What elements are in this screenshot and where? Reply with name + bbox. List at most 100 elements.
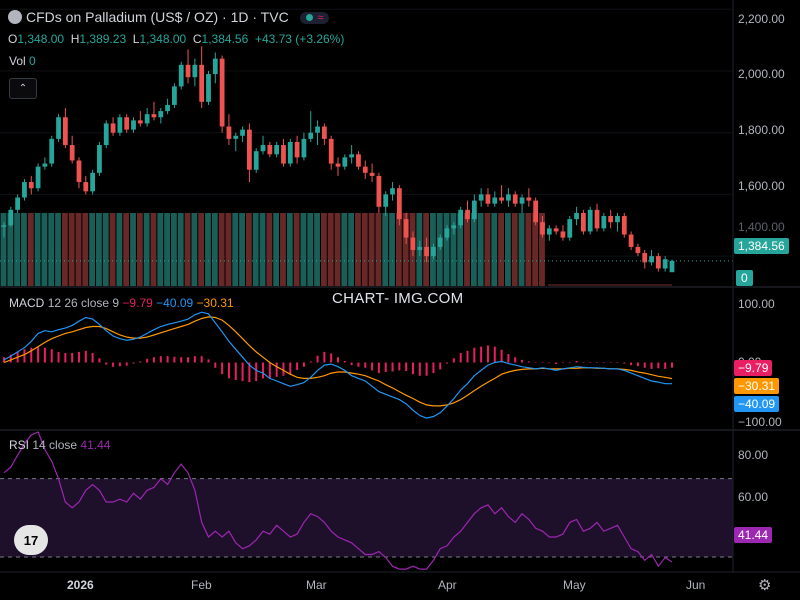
macd-line-value: −40.09 <box>156 296 194 310</box>
candle <box>97 141 102 176</box>
candle <box>458 206 464 229</box>
macd-hist-bar <box>391 362 394 372</box>
macd-hist-bar <box>227 362 230 379</box>
volume-legend: Vol 0 <box>9 54 36 68</box>
candle <box>567 216 573 241</box>
price-tick-1400: 1,400.00 <box>738 220 785 234</box>
candle <box>281 138 286 167</box>
volume-bar <box>198 213 205 286</box>
macd-hist-badge: −9.79 <box>734 360 773 376</box>
macd-hist-bar <box>439 362 442 370</box>
high-label: H <box>70 32 80 46</box>
macd-hist-bar <box>602 362 605 363</box>
volume-bar <box>0 213 7 286</box>
candle-body <box>662 259 668 269</box>
candle-body <box>376 175 382 207</box>
candle <box>417 240 423 257</box>
candle <box>62 108 68 149</box>
macd-hist-bar <box>514 357 517 363</box>
candle <box>1 222 7 238</box>
candle-body <box>97 145 102 173</box>
macd-label: MACD <box>9 296 45 310</box>
volume-bar <box>539 213 545 286</box>
candle <box>49 135 55 167</box>
volume-bar <box>211 213 218 286</box>
candle-body <box>294 141 300 158</box>
settings-gear-icon[interactable]: ⚙ <box>758 577 772 594</box>
macd-hist-bar <box>446 362 449 364</box>
candle-body <box>240 129 245 136</box>
candle-body <box>649 256 654 263</box>
macd-hist-bar <box>9 354 12 363</box>
macd-hist-bar <box>275 362 278 377</box>
macd-hist-bar <box>405 362 408 371</box>
collapse-legend-button[interactable]: ⌃ <box>9 78 37 99</box>
candle <box>308 111 314 142</box>
candle <box>165 98 170 115</box>
candle-body <box>621 216 627 235</box>
volume-bar <box>532 213 539 286</box>
macd-hist-bar <box>671 362 673 368</box>
symbol-title[interactable]: CFDs on Palladium (US$ / OZ) · 1D · TVC <box>26 9 289 25</box>
candle-body <box>90 172 95 192</box>
macd-hist-bar <box>452 358 455 363</box>
tradingview-logo[interactable]: 17 <box>14 525 48 555</box>
candle-body <box>478 194 484 201</box>
volume-bar <box>157 213 164 286</box>
macd-params: 12 26 close 9 <box>47 296 120 310</box>
candle-body <box>458 209 464 226</box>
candle-body <box>226 126 232 139</box>
candle <box>192 58 198 87</box>
candle-body <box>383 194 389 207</box>
macd-hist-bar <box>466 350 469 363</box>
volume-bar <box>136 213 143 286</box>
volume-bar <box>27 213 34 286</box>
watermark: CHART- IMG.COM <box>332 290 464 307</box>
volume-bar <box>171 213 177 286</box>
macd-hist-bar <box>357 362 360 367</box>
macd-hist-bar <box>364 362 367 368</box>
candle-body <box>260 145 266 152</box>
candle-body <box>301 138 307 158</box>
candle <box>396 185 402 226</box>
volume-bar <box>61 213 68 286</box>
macd-hist-bar <box>507 354 510 363</box>
candle <box>574 206 579 226</box>
candle <box>635 243 641 257</box>
candle-body <box>110 123 116 133</box>
volume-bar <box>518 213 525 286</box>
candle <box>662 256 668 272</box>
close-value: 1,384.56 <box>201 32 249 46</box>
candle-body <box>437 237 443 247</box>
rsi-badge: 41.44 <box>734 527 773 543</box>
volume-bar <box>116 213 123 286</box>
volume-bar <box>484 213 491 286</box>
candle <box>124 114 130 133</box>
volume-label: Vol <box>9 54 26 68</box>
macd-hist-bar <box>521 359 524 363</box>
candle <box>390 182 395 201</box>
open-value: 1,348.00 <box>17 32 65 46</box>
candle-body <box>315 126 320 133</box>
candle-body <box>35 166 41 189</box>
volume-bar <box>7 213 14 286</box>
symbol-logo-icon[interactable] <box>8 10 22 24</box>
rsi-line <box>3 431 673 570</box>
candle <box>369 163 375 183</box>
macd-hist-bar <box>527 361 530 363</box>
volume-bar <box>21 213 27 286</box>
candle <box>199 46 205 109</box>
candle <box>526 188 532 207</box>
volume-badge: 0 <box>736 270 753 286</box>
volume-bar <box>225 213 232 286</box>
chevron-up-icon: ⌃ <box>18 83 28 94</box>
macd-hist-bar <box>282 362 285 376</box>
volume-bar <box>266 213 273 286</box>
candle-body <box>233 135 239 139</box>
volume-bar <box>361 213 368 286</box>
market-status-badge[interactable]: ≈ <box>300 12 330 24</box>
volume-bar <box>143 213 150 286</box>
candle-body <box>172 86 177 105</box>
volume-bar <box>55 213 61 286</box>
